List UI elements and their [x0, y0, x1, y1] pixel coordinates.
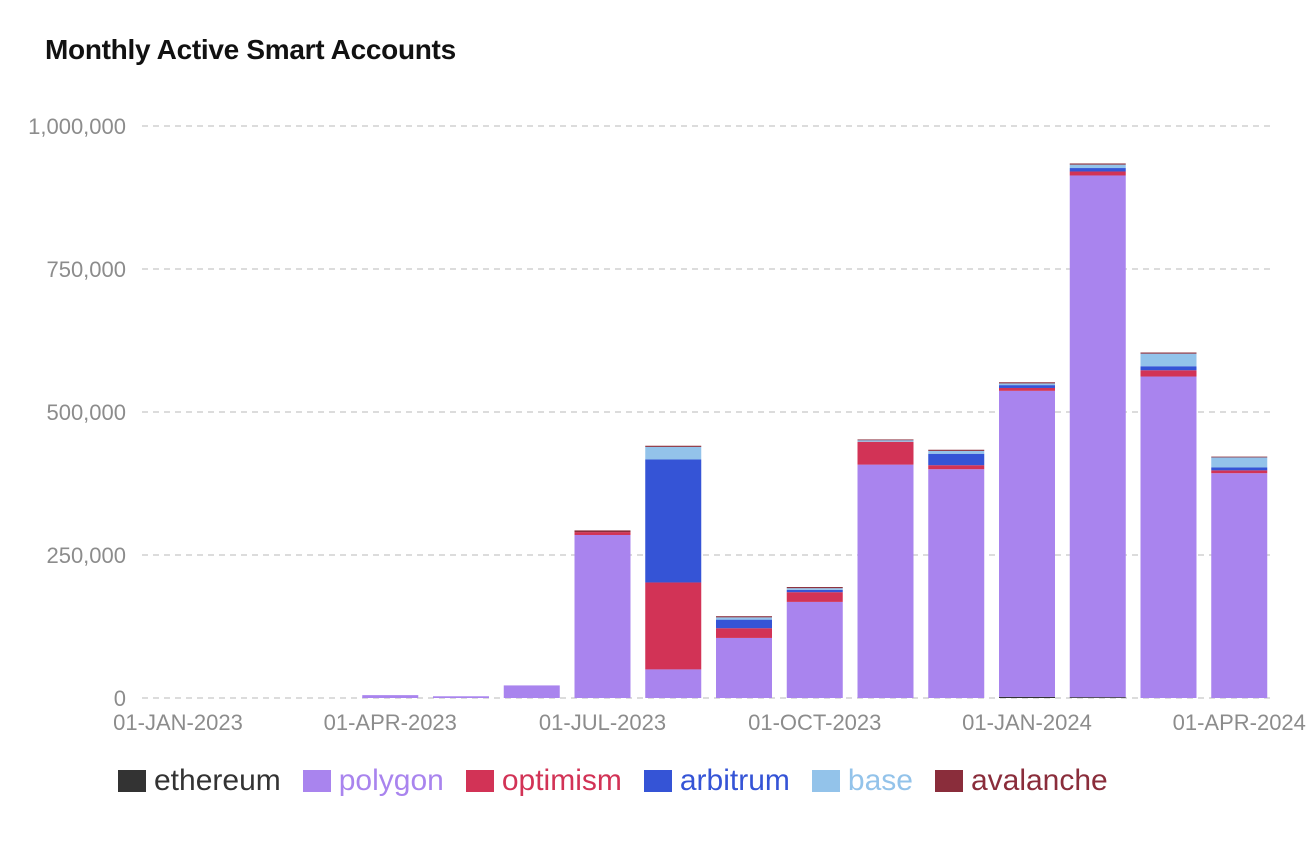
- bar-segment-polygon: [574, 534, 631, 698]
- bar-segment-optimism: [645, 582, 702, 670]
- bar-segment-base: [1211, 457, 1268, 468]
- legend-item-polygon[interactable]: polygon: [302, 764, 444, 798]
- bar-segment-avalanche: [1069, 163, 1126, 165]
- y-tick-label: 1,000,000: [28, 114, 126, 139]
- bar-segment-avalanche: [645, 445, 702, 447]
- bar-segment-polygon: [1140, 376, 1197, 698]
- legend-item-base[interactable]: base: [811, 764, 913, 798]
- legend-label: polygon: [338, 764, 444, 797]
- bar-segment-arbitrum: [645, 459, 702, 583]
- x-tick-label: 01-APR-2023: [324, 710, 457, 735]
- grid-lines: [142, 125, 1275, 699]
- bar-segment-arbitrum: [786, 589, 843, 593]
- bar-segment-arbitrum: [999, 385, 1055, 388]
- bar-segment-base: [716, 617, 772, 620]
- bar-segment-polygon: [362, 695, 419, 698]
- bar-segment-polygon: [786, 601, 843, 698]
- bar-segment-avalanche: [1140, 352, 1197, 354]
- y-tick-label: 500,000: [46, 400, 126, 425]
- bar-segment-avalanche: [999, 382, 1055, 384]
- chart-title: Monthly Active Smart Accounts: [45, 34, 456, 65]
- legend-swatch: [118, 770, 146, 792]
- bar-segment-avalanche: [716, 616, 772, 618]
- bar-segment-polygon: [503, 685, 560, 698]
- legend-item-avalanche[interactable]: avalanche: [934, 764, 1108, 798]
- bar-segment-base: [645, 446, 702, 460]
- y-tick-label: 0: [114, 686, 126, 711]
- bar-segment-avalanche: [1211, 456, 1268, 458]
- bar-segment-arbitrum: [1140, 366, 1197, 371]
- bar-segment-avalanche: [574, 530, 631, 533]
- bar-segment-arbitrum: [1069, 168, 1126, 172]
- bar-segment-optimism: [1140, 370, 1197, 377]
- legend-swatch: [934, 770, 963, 792]
- bar-segment-optimism: [1069, 171, 1126, 176]
- bar-segment-base: [1069, 164, 1126, 169]
- bar-segment-optimism: [857, 441, 914, 465]
- bar-segment-optimism: [786, 592, 843, 602]
- legend-swatch: [643, 770, 672, 792]
- bar-segment-ethereum: [999, 696, 1055, 698]
- legend-label: base: [847, 764, 913, 797]
- bar-segment-base: [928, 450, 985, 454]
- legend-item-optimism[interactable]: optimism: [465, 764, 622, 798]
- legend-swatch: [465, 770, 494, 792]
- bar-segment-polygon: [645, 669, 702, 698]
- legend-item-ethereum[interactable]: ethereum: [118, 764, 281, 798]
- legend-label: ethereum: [154, 764, 281, 797]
- x-tick-label: 01-APR-2024: [1173, 710, 1306, 735]
- x-axis-ticks: 01-JAN-2023 01-APR-2023 01-JUL-2023 01-OCT-…: [113, 710, 1306, 735]
- bar-segment-arbitrum: [1211, 467, 1268, 471]
- x-tick-label: 01-OCT-2023: [748, 710, 881, 735]
- bar-segment-optimism: [716, 628, 772, 638]
- legend-item-arbitrum[interactable]: arbitrum: [643, 764, 790, 798]
- legend-swatch: [302, 770, 331, 792]
- bar-segment-avalanche: [786, 587, 843, 589]
- bar-segment-polygon: [1069, 175, 1126, 698]
- legend-label: optimism: [501, 764, 622, 797]
- bars: [362, 163, 1268, 698]
- x-tick-label: 01-JAN-2023: [113, 710, 243, 735]
- bar-segment-optimism: [928, 465, 985, 470]
- bar-segment-avalanche: [857, 439, 914, 441]
- legend-label: arbitrum: [679, 764, 790, 797]
- bar-segment-base: [857, 440, 914, 442]
- legend: ethereum polygon optimism arbitrum base avala…: [118, 764, 1130, 798]
- bar-segment-arbitrum: [928, 453, 985, 466]
- bar-segment-polygon: [1211, 473, 1268, 698]
- bar-segment-ethereum: [1069, 697, 1126, 698]
- legend-label: avalanche: [970, 764, 1108, 797]
- bar-segment-polygon: [857, 464, 914, 698]
- bar-segment-avalanche: [928, 449, 985, 451]
- bar-segment-base: [786, 588, 843, 590]
- y-tick-label: 750,000: [46, 257, 126, 282]
- x-tick-label: 01-JAN-2024: [962, 710, 1092, 735]
- y-axis-ticks: 0 250,000 500,000 750,000 1,000,000: [28, 114, 126, 711]
- bar-segment-polygon: [716, 637, 772, 698]
- x-tick-label: 01-JUL-2023: [539, 710, 666, 735]
- bar-segment-optimism: [574, 532, 631, 535]
- legend-swatch: [811, 770, 840, 792]
- bar-segment-optimism: [999, 387, 1055, 391]
- bar-segment-base: [1140, 353, 1197, 367]
- bar-segment-polygon: [928, 469, 985, 698]
- y-tick-label: 250,000: [46, 543, 126, 568]
- bar-segment-polygon: [433, 696, 489, 698]
- bar-segment-arbitrum: [716, 619, 772, 629]
- bar-segment-base: [999, 383, 1055, 386]
- bar-segment-optimism: [1211, 470, 1268, 474]
- bar-segment-polygon: [999, 390, 1055, 697]
